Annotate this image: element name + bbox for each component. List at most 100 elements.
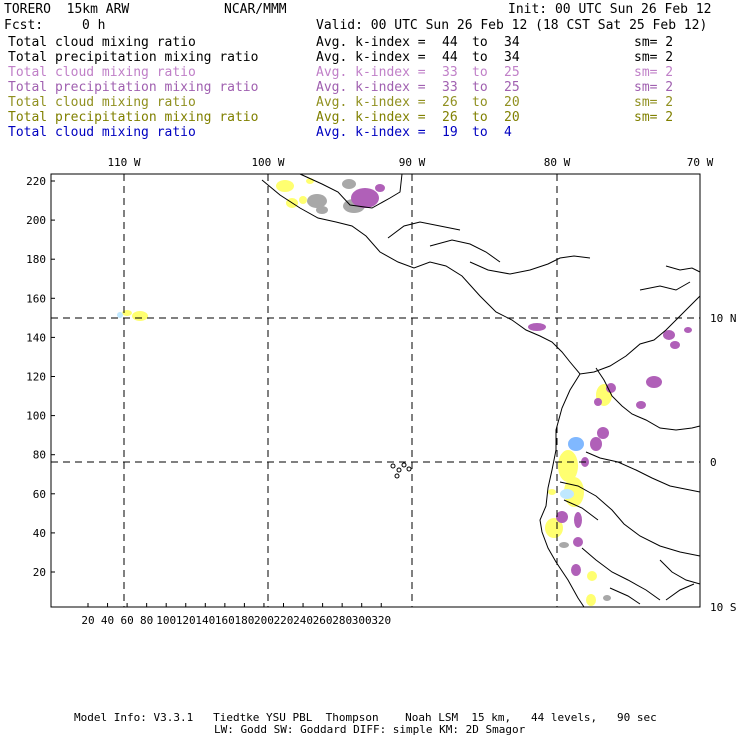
legend-smoothing: sm= 2	[634, 65, 674, 80]
legend-range-to-word: to	[472, 110, 488, 125]
cloud-patch-yellow	[545, 518, 563, 538]
model-info-line: Model Info: V3.3.1 Tiedtke YSU PBL Thomp…	[74, 711, 657, 724]
legend-kindex-label: Avg. k-index =	[316, 35, 426, 50]
cloud-patch-purple	[597, 427, 609, 439]
coastline	[261, 179, 701, 375]
legend-range-to: 25	[504, 80, 520, 95]
cloud-patch-yellow	[587, 571, 597, 581]
legend-range-to: 20	[504, 95, 520, 110]
coastline	[665, 265, 701, 273]
coastline	[469, 255, 591, 275]
x-tick-label: 240	[293, 614, 313, 627]
legend-range-from: 33	[442, 65, 458, 80]
legend-kindex-label: Avg. k-index =	[316, 125, 426, 140]
cloud-patch-light_blue	[560, 489, 574, 499]
cloud-patch-purple	[571, 564, 581, 576]
coastline	[581, 547, 661, 601]
cloud-patch-purple	[556, 511, 568, 523]
coastline	[539, 373, 585, 608]
cloud-patch-purple	[636, 401, 646, 409]
legend-range-to-word: to	[472, 50, 488, 65]
x-tick-label: 280	[332, 614, 352, 627]
cloud-patch-purple	[646, 376, 662, 388]
cloud-patch-purple	[574, 512, 582, 528]
cloud-patch-purple	[606, 383, 616, 393]
x-tick-label: 180	[234, 614, 254, 627]
legend-kindex-label: Avg. k-index =	[316, 80, 426, 95]
x-tick-label: 140	[195, 614, 215, 627]
galapagos-island	[401, 462, 407, 468]
longitude-label: 110 W	[107, 156, 140, 169]
galapagos-island	[406, 466, 412, 472]
model-title: TORERO 15km ARW	[4, 2, 130, 17]
legend-field: Total precipitation mixing ratio	[8, 110, 259, 125]
legend-range-to-word: to	[472, 65, 488, 80]
legend-kindex-label: Avg. k-index =	[316, 110, 426, 125]
legend-field: Total precipitation mixing ratio	[8, 80, 259, 95]
longitude-label: 70 W	[687, 156, 714, 169]
legend-smoothing: sm= 2	[634, 95, 674, 110]
cloud-patch-yellow	[276, 180, 294, 192]
legend-smoothing: sm= 2	[634, 110, 674, 125]
legend-field: Total precipitation mixing ratio	[8, 50, 259, 65]
cloud-patch-gray	[603, 595, 611, 601]
y-tick-label: 180	[26, 253, 46, 266]
x-tick-label: 80	[140, 614, 153, 627]
x-tick-label: 220	[274, 614, 294, 627]
longitude-label: 80 W	[544, 156, 571, 169]
y-tick-label: 60	[33, 488, 46, 501]
legend-range-to-word: to	[472, 125, 488, 140]
cloud-patch-gray	[559, 542, 569, 548]
legend-range-to-word: to	[472, 35, 488, 50]
x-tick-label: 160	[215, 614, 235, 627]
y-tick-label: 120	[26, 371, 46, 384]
x-tick-label: 60	[120, 614, 133, 627]
legend-range-from: 44	[442, 35, 458, 50]
coastline	[659, 559, 701, 585]
cloud-patch-purple	[375, 184, 385, 192]
coastline	[609, 587, 641, 605]
coastline	[387, 221, 461, 239]
cloud-patch-gray	[316, 206, 328, 214]
org-label: NCAR/MMM	[224, 2, 287, 17]
legend-kindex-label: Avg. k-index =	[316, 65, 426, 80]
x-tick-label: 260	[313, 614, 333, 627]
physics-info-line: LW: Godd SW: Goddard DIFF: simple KM: 2D…	[214, 723, 526, 736]
valid-time: Valid: 00 UTC Sun 26 Feb 12 (18 CST Sat …	[316, 18, 708, 33]
cloud-patch-purple	[670, 341, 680, 349]
cloud-patch-purple	[573, 537, 583, 547]
latitude-label: 10 N	[710, 312, 737, 325]
x-tick-label: 120	[176, 614, 196, 627]
cloud-patch-yellow	[586, 594, 596, 606]
legend-range-from: 26	[442, 110, 458, 125]
x-tick-label: 40	[101, 614, 114, 627]
legend-range-to: 25	[504, 65, 520, 80]
galapagos-island	[396, 467, 402, 473]
cloud-patch-yellow	[548, 489, 556, 495]
legend-smoothing: sm= 2	[634, 50, 674, 65]
legend-field: Total cloud mixing ratio	[8, 65, 196, 80]
legend-range-to: 4	[504, 125, 512, 140]
y-tick-label: 160	[26, 292, 46, 305]
y-tick-label: 80	[33, 449, 46, 462]
coastline	[639, 281, 691, 291]
legend-range-to: 34	[504, 35, 520, 50]
coastline	[665, 583, 695, 601]
y-tick-label: 100	[26, 410, 46, 423]
galapagos-island	[394, 473, 400, 479]
legend-range-from: 33	[442, 80, 458, 95]
y-tick-label: 20	[33, 566, 46, 579]
legend-smoothing: sm= 2	[634, 35, 674, 50]
coastline	[595, 367, 701, 431]
cloud-patch-blue	[568, 437, 584, 451]
latitude-label: 10 S	[710, 601, 737, 614]
x-tick-label: 300	[352, 614, 372, 627]
cloud-patch-yellow	[299, 196, 307, 204]
cloud-patch-purple	[528, 323, 546, 331]
legend-kindex-label: Avg. k-index =	[316, 95, 426, 110]
y-tick-label: 140	[26, 331, 46, 344]
legend-field: Total cloud mixing ratio	[8, 125, 196, 140]
y-tick-label: 40	[33, 527, 46, 540]
cloud-patch-purple	[351, 188, 379, 208]
